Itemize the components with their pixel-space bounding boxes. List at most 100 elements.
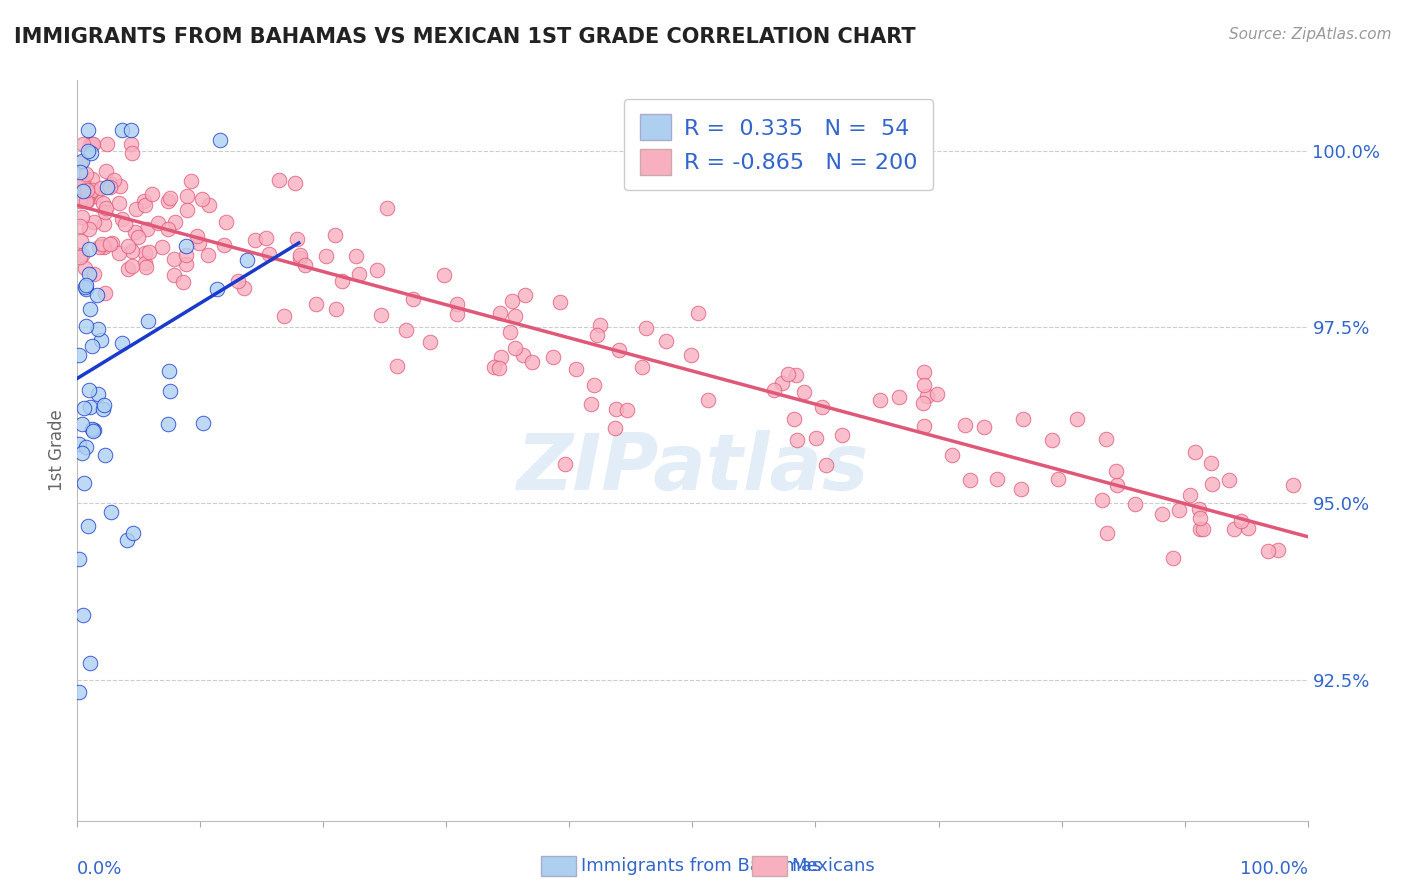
Point	[77, 383, 100, 397]
Point	[515, 288, 537, 302]
Point	[91, 238, 114, 252]
Point	[503, 341, 526, 355]
Point	[101, 235, 124, 250]
Point	[79, 136, 101, 151]
Point	[100, 177, 122, 191]
Point	[117, 262, 139, 277]
Point	[141, 187, 163, 202]
Point	[257, 247, 280, 261]
Point	[136, 222, 159, 236]
Point	[215, 215, 238, 229]
Point	[94, 448, 117, 462]
Point	[77, 144, 100, 158]
Text: 100.0%: 100.0%	[1240, 860, 1308, 878]
Point	[70, 177, 93, 191]
Point	[89, 240, 111, 254]
Point	[111, 211, 134, 226]
Point	[1184, 445, 1206, 459]
Point	[180, 174, 202, 188]
Point	[631, 360, 654, 375]
Point	[96, 179, 118, 194]
Point	[83, 215, 105, 229]
Point	[75, 282, 97, 296]
Point	[159, 384, 181, 398]
Point	[655, 334, 678, 349]
Point	[1199, 457, 1222, 471]
Point	[959, 473, 981, 487]
Point	[811, 400, 834, 414]
Point	[72, 184, 94, 198]
Point	[152, 240, 174, 254]
Point	[1168, 502, 1191, 516]
Point	[375, 201, 398, 215]
Point	[156, 222, 179, 236]
Point	[75, 318, 97, 333]
Point	[1012, 412, 1035, 426]
Point	[1047, 472, 1070, 486]
Point	[67, 552, 90, 566]
Point	[73, 476, 96, 491]
Point	[520, 354, 543, 368]
Point	[98, 179, 121, 194]
Point	[134, 256, 156, 270]
Text: Source: ZipAtlas.com: Source: ZipAtlas.com	[1229, 27, 1392, 42]
Point	[243, 233, 266, 247]
Point	[1040, 433, 1063, 447]
Point	[323, 227, 346, 242]
Point	[82, 182, 104, 196]
Point	[212, 238, 235, 252]
Point	[82, 136, 104, 151]
Point	[114, 218, 136, 232]
Point	[87, 387, 110, 401]
Point	[163, 215, 186, 229]
Point	[446, 308, 468, 322]
Point	[67, 437, 90, 451]
Point	[110, 335, 132, 350]
Point	[1066, 412, 1088, 426]
Point	[1010, 483, 1032, 497]
Point	[565, 361, 588, 376]
Point	[75, 278, 97, 293]
Point	[79, 185, 101, 199]
Point	[77, 267, 100, 281]
Point	[93, 398, 115, 412]
Point	[159, 364, 181, 378]
Point	[72, 175, 94, 189]
Point	[121, 244, 143, 259]
Point	[82, 172, 104, 186]
Point	[103, 173, 125, 187]
Point	[501, 293, 523, 308]
Point	[1150, 508, 1173, 522]
Point	[512, 348, 534, 362]
Point	[284, 177, 307, 191]
Point	[76, 194, 98, 209]
Point	[395, 323, 418, 337]
Point	[679, 348, 702, 362]
Point	[688, 306, 710, 320]
Point	[176, 189, 198, 203]
Point	[1237, 521, 1260, 535]
Point	[370, 308, 392, 322]
Point	[294, 258, 316, 272]
Point	[69, 235, 91, 249]
Point	[77, 222, 100, 236]
Point	[159, 191, 181, 205]
Point	[77, 190, 100, 204]
Legend: R =  0.335   N =  54, R = -0.865   N = 200: R = 0.335 N = 54, R = -0.865 N = 200	[624, 99, 934, 190]
Point	[917, 389, 939, 403]
Point	[288, 251, 311, 265]
Text: ZIPatlas: ZIPatlas	[516, 430, 869, 506]
Point	[125, 202, 148, 216]
Point	[70, 417, 93, 431]
Point	[174, 257, 197, 271]
Point	[419, 334, 441, 349]
Point	[127, 229, 149, 244]
Point	[776, 367, 799, 381]
Text: 0.0%: 0.0%	[77, 860, 122, 878]
Point	[70, 247, 93, 261]
Point	[163, 252, 186, 266]
Point	[79, 301, 101, 316]
Point	[1257, 544, 1279, 558]
Point	[72, 401, 94, 415]
Point	[111, 122, 134, 136]
